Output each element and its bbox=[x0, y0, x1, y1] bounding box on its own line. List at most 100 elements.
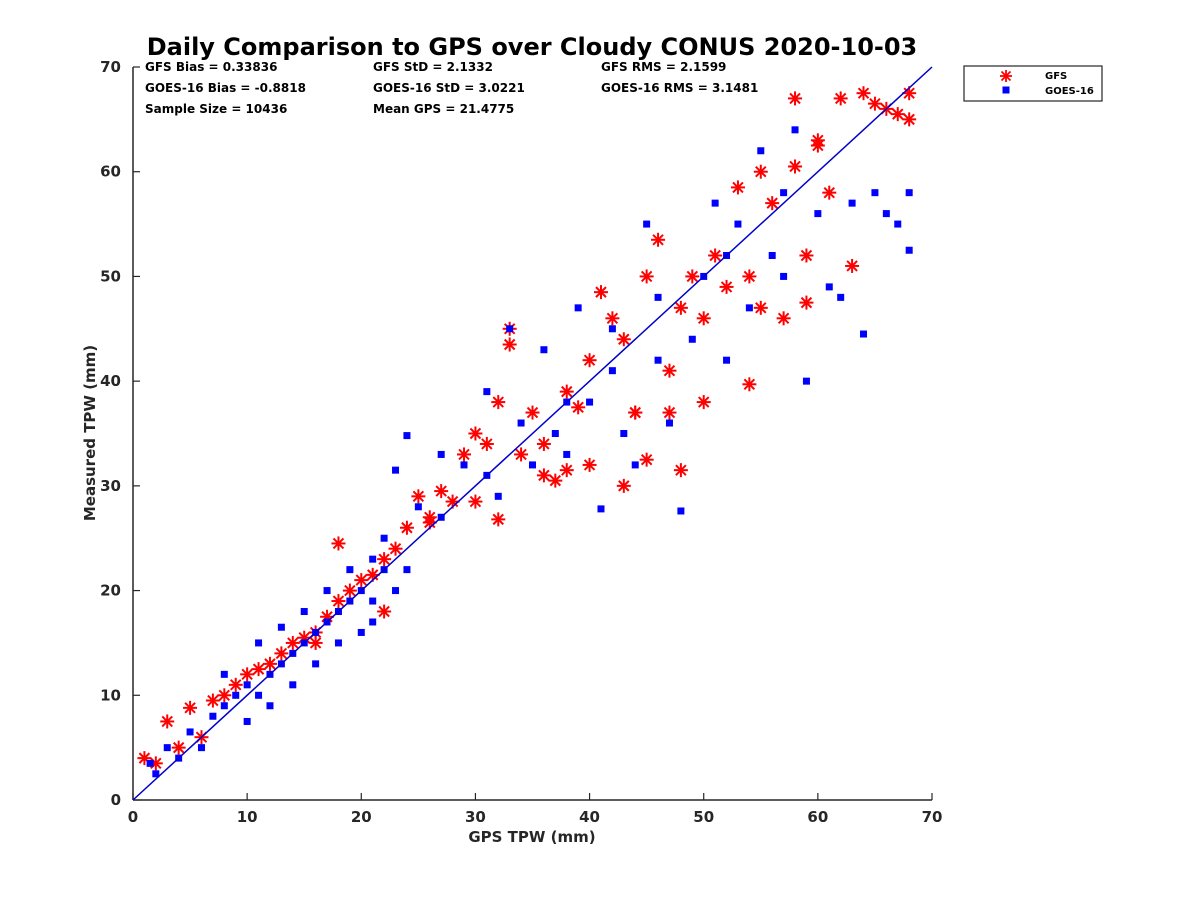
goes16-point bbox=[780, 272, 788, 280]
goes16-point bbox=[860, 330, 868, 338]
goes16-point bbox=[677, 507, 685, 515]
gfs-point bbox=[685, 269, 700, 284]
y-tick-label: 50 bbox=[100, 267, 121, 285]
gfs-point bbox=[856, 86, 871, 101]
goes16-point bbox=[209, 712, 217, 720]
goes16-point bbox=[563, 450, 571, 458]
gfs-point bbox=[696, 311, 711, 326]
goes16-point bbox=[369, 618, 377, 626]
gfs-point bbox=[651, 232, 666, 247]
goes16-point bbox=[551, 430, 559, 437]
gfs-point bbox=[536, 468, 551, 483]
gfs-point bbox=[902, 112, 917, 127]
goes16-point bbox=[312, 660, 320, 668]
gfs-point bbox=[536, 436, 551, 451]
gfs-point bbox=[582, 353, 597, 368]
goes16-point bbox=[197, 744, 205, 752]
gfs-point bbox=[616, 332, 631, 347]
goes16-point bbox=[665, 419, 673, 427]
stat-gfs-bias: GFS Bias = 0.33836 bbox=[145, 60, 277, 74]
goes16-point bbox=[243, 681, 251, 689]
goes16-point bbox=[608, 367, 616, 375]
gfs-point bbox=[696, 395, 711, 410]
gfs-point bbox=[399, 520, 414, 535]
y-tick-label: 20 bbox=[100, 582, 121, 600]
goes16-point bbox=[403, 432, 411, 440]
goes16-point bbox=[346, 566, 354, 574]
legend-goes-label: GOES-16 bbox=[1045, 86, 1094, 97]
goes16-point bbox=[483, 388, 491, 396]
goes16-point bbox=[266, 702, 274, 710]
goes16-point bbox=[186, 728, 194, 736]
gfs-point bbox=[559, 384, 574, 399]
goes16-point bbox=[357, 628, 365, 636]
gfs-point bbox=[205, 693, 220, 708]
gfs-point bbox=[742, 269, 757, 284]
gfs-point bbox=[331, 594, 346, 609]
gfs-point bbox=[776, 311, 791, 326]
gfs-point bbox=[810, 138, 825, 153]
x-tick-label: 30 bbox=[465, 808, 486, 826]
goes16-point bbox=[871, 189, 879, 197]
goes16-point bbox=[814, 210, 822, 218]
goes16-point bbox=[243, 717, 251, 725]
y-axis-label: Measured TPW (mm) bbox=[81, 345, 99, 521]
x-tick-label: 10 bbox=[237, 808, 258, 826]
gfs-point bbox=[457, 447, 472, 462]
gfs-point bbox=[730, 180, 745, 195]
gfs-point bbox=[308, 635, 323, 650]
goes16-point bbox=[757, 147, 765, 155]
x-axis-label: GPS TPW (mm) bbox=[468, 828, 595, 846]
gfs-point bbox=[753, 300, 768, 315]
goes16-point bbox=[837, 293, 845, 301]
gfs-point bbox=[742, 377, 757, 392]
gfs-point bbox=[468, 426, 483, 441]
goes16-point bbox=[848, 199, 856, 207]
gfs-point bbox=[251, 662, 266, 677]
goes16-point bbox=[688, 335, 696, 343]
goes16-point bbox=[414, 503, 422, 511]
y-tick-label: 70 bbox=[100, 58, 121, 76]
plot-area bbox=[132, 67, 932, 801]
legend-box bbox=[963, 65, 1103, 102]
goes16-point bbox=[392, 466, 400, 474]
gfs-point bbox=[616, 478, 631, 493]
stat-mean-gps: Mean GPS = 21.4775 bbox=[373, 102, 514, 116]
gfs-point bbox=[274, 646, 289, 661]
gfs-point bbox=[845, 258, 860, 273]
gfs-point bbox=[228, 677, 243, 692]
goes16-point bbox=[506, 325, 514, 333]
gfs-point bbox=[890, 107, 905, 122]
gfs-point bbox=[548, 473, 563, 488]
x-tick-label: 50 bbox=[693, 808, 714, 826]
gfs-point bbox=[514, 447, 529, 462]
gfs-point bbox=[331, 536, 346, 551]
goes16-point bbox=[220, 670, 228, 678]
goes16-point bbox=[643, 220, 651, 228]
goes16-point bbox=[734, 220, 742, 228]
gfs-point bbox=[799, 295, 814, 310]
legend-gfs-marker bbox=[1000, 70, 1012, 82]
gfs-point bbox=[183, 700, 198, 715]
gfs-point bbox=[479, 436, 494, 451]
y-tick-label: 10 bbox=[100, 686, 121, 704]
gfs-point bbox=[639, 452, 654, 467]
gfs-point bbox=[662, 405, 677, 420]
x-tick-label: 60 bbox=[807, 808, 828, 826]
goes16-point bbox=[882, 210, 890, 218]
gfs-point bbox=[354, 573, 369, 588]
stat-sample-size: Sample Size = 10436 bbox=[145, 102, 287, 116]
y-tick-label: 40 bbox=[100, 372, 121, 390]
goes16-point bbox=[437, 450, 445, 458]
goes16-point bbox=[608, 325, 616, 333]
goes16-point bbox=[146, 759, 154, 767]
gfs-point bbox=[673, 300, 688, 315]
goes16-point bbox=[654, 293, 662, 301]
goes16-point bbox=[780, 189, 788, 197]
goes16-point bbox=[905, 189, 913, 197]
goes16-point bbox=[392, 587, 400, 595]
goes16-point bbox=[654, 356, 662, 364]
gfs-point bbox=[411, 489, 426, 504]
goes16-point bbox=[380, 534, 388, 542]
